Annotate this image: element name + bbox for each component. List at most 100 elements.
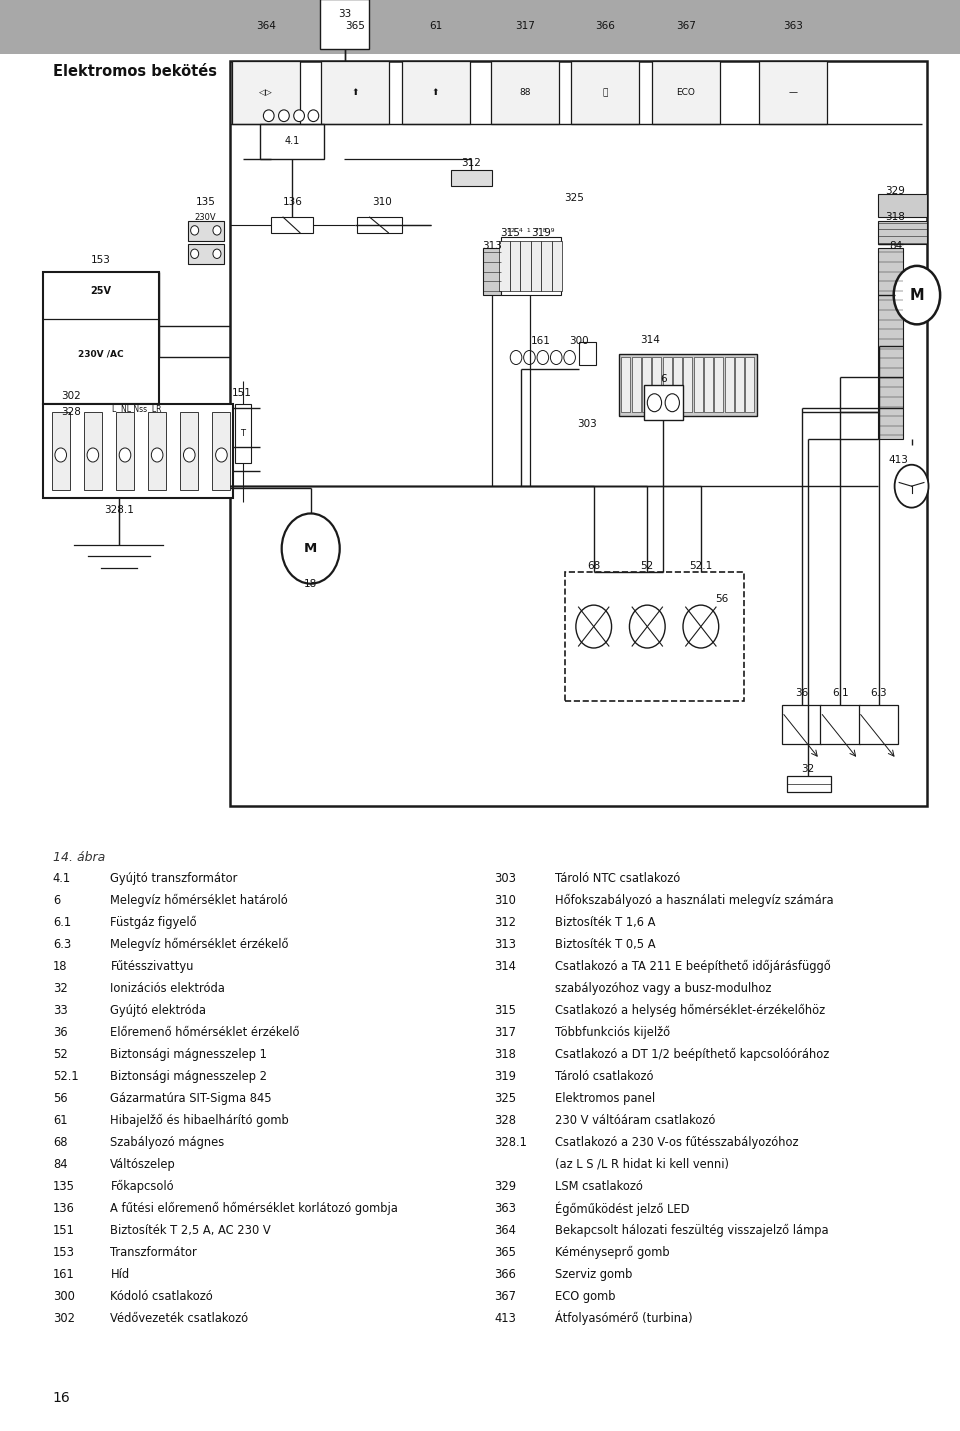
Bar bbox=[877, 193, 926, 218]
Text: Ionizációs elektróda: Ionizációs elektróda bbox=[110, 982, 226, 995]
Bar bbox=[188, 220, 224, 240]
Text: 230 V váltóáram csatlakozó: 230 V váltóáram csatlakozó bbox=[555, 1113, 715, 1128]
Ellipse shape bbox=[278, 110, 289, 122]
Text: 364: 364 bbox=[256, 21, 276, 31]
Bar bbox=[148, 412, 166, 489]
Text: Főkapcsoló: Főkapcsoló bbox=[110, 1179, 174, 1193]
Ellipse shape bbox=[294, 110, 304, 122]
Text: Elektromos panel: Elektromos panel bbox=[555, 1092, 655, 1105]
Text: 84: 84 bbox=[889, 240, 902, 250]
Text: 329: 329 bbox=[885, 186, 905, 196]
Text: Csatlakozó a TA 211 E beépíthető időjárásfüggő: Csatlakozó a TA 211 E beépíthető időjárá… bbox=[555, 960, 830, 973]
Text: 61: 61 bbox=[429, 21, 443, 31]
Ellipse shape bbox=[308, 110, 319, 122]
Text: 363: 363 bbox=[494, 1202, 516, 1215]
Text: ECO gomb: ECO gomb bbox=[555, 1289, 615, 1302]
Text: 364: 364 bbox=[494, 1224, 516, 1236]
Text: 318: 318 bbox=[494, 1047, 516, 1060]
Ellipse shape bbox=[523, 351, 536, 365]
Ellipse shape bbox=[152, 448, 163, 462]
Text: Elektromos bekötés: Elektromos bekötés bbox=[53, 64, 217, 79]
Bar bbox=[859, 704, 899, 744]
Text: 329: 329 bbox=[494, 1179, 516, 1193]
Text: Füstgáz figyelő: Füstgáz figyelő bbox=[110, 916, 197, 929]
Bar bbox=[579, 342, 596, 365]
Text: 310: 310 bbox=[494, 894, 516, 907]
Text: ⬆: ⬆ bbox=[432, 87, 440, 97]
Text: 328: 328 bbox=[60, 406, 81, 416]
Text: ⬆: ⬆ bbox=[351, 87, 359, 97]
Text: 413: 413 bbox=[494, 1312, 516, 1325]
Ellipse shape bbox=[647, 394, 661, 412]
Bar bbox=[499, 240, 510, 292]
Text: 317: 317 bbox=[515, 21, 535, 31]
Text: 318: 318 bbox=[885, 212, 905, 222]
Bar bbox=[652, 62, 720, 123]
Text: 6: 6 bbox=[53, 894, 60, 907]
Text: Többfunkciós kijelžő: Többfunkciós kijelžő bbox=[555, 1026, 670, 1039]
Text: 136: 136 bbox=[283, 196, 302, 206]
Text: 161: 161 bbox=[53, 1268, 75, 1281]
Text: 313: 313 bbox=[494, 939, 516, 952]
Text: —: — bbox=[788, 87, 798, 97]
Bar bbox=[786, 776, 831, 791]
Text: 151: 151 bbox=[53, 1224, 75, 1236]
Bar bbox=[188, 245, 224, 263]
Bar bbox=[232, 62, 300, 123]
Ellipse shape bbox=[895, 465, 928, 508]
Text: 68: 68 bbox=[53, 1136, 67, 1149]
Text: 151: 151 bbox=[232, 388, 252, 398]
Ellipse shape bbox=[564, 351, 575, 365]
Text: 52.1: 52.1 bbox=[53, 1070, 79, 1083]
Ellipse shape bbox=[55, 448, 66, 462]
Bar bbox=[43, 272, 159, 405]
Text: Kódoló csatlakozó: Kódoló csatlakozó bbox=[110, 1289, 213, 1302]
Text: Hibajelžő és hibaelhárító gomb: Hibajelžő és hibaelhárító gomb bbox=[110, 1113, 289, 1128]
Ellipse shape bbox=[119, 448, 131, 462]
Text: M: M bbox=[910, 288, 924, 302]
Bar bbox=[662, 358, 672, 412]
Bar bbox=[714, 358, 724, 412]
Text: 6.1: 6.1 bbox=[831, 688, 849, 698]
Bar bbox=[510, 240, 520, 292]
Ellipse shape bbox=[87, 448, 99, 462]
Bar bbox=[451, 170, 492, 186]
Ellipse shape bbox=[683, 605, 719, 648]
Text: Szerviz gomb: Szerviz gomb bbox=[555, 1268, 633, 1281]
Bar bbox=[735, 358, 744, 412]
Bar bbox=[541, 240, 552, 292]
Text: Csatlakozó a 230 V-os fűtésszabályozóhoz: Csatlakozó a 230 V-os fűtésszabályozóhoz bbox=[555, 1136, 799, 1149]
Text: 25V: 25V bbox=[90, 286, 111, 296]
Text: 302: 302 bbox=[60, 392, 81, 402]
Text: 88: 88 bbox=[519, 87, 531, 97]
Text: 52.1: 52.1 bbox=[689, 561, 712, 571]
Text: ◁▷: ◁▷ bbox=[259, 87, 273, 97]
Ellipse shape bbox=[576, 605, 612, 648]
Bar bbox=[552, 240, 563, 292]
Text: (az L S /L R hidat ki kell venni): (az L S /L R hidat ki kell venni) bbox=[555, 1158, 729, 1171]
Text: 312: 312 bbox=[462, 157, 481, 167]
Bar bbox=[483, 249, 501, 295]
Text: 32: 32 bbox=[802, 764, 815, 774]
Text: 84: 84 bbox=[53, 1158, 67, 1171]
Text: 6: 6 bbox=[660, 373, 666, 384]
Text: 319: 319 bbox=[494, 1070, 516, 1083]
Bar bbox=[230, 62, 926, 806]
Bar bbox=[235, 405, 251, 462]
Ellipse shape bbox=[213, 249, 221, 259]
Bar bbox=[618, 353, 757, 416]
Text: 363: 363 bbox=[782, 21, 803, 31]
Ellipse shape bbox=[183, 448, 195, 462]
Ellipse shape bbox=[216, 448, 228, 462]
Text: Bekapcsolt hálozati feszültég visszajelző lámpa: Bekapcsolt hálozati feszültég visszajelz… bbox=[555, 1224, 828, 1236]
Text: 303: 303 bbox=[578, 419, 597, 429]
Text: 319: 319 bbox=[531, 228, 551, 238]
Text: Gázarmatúra SIT-Sigma 845: Gázarmatúra SIT-Sigma 845 bbox=[110, 1092, 272, 1105]
Text: 366: 366 bbox=[494, 1268, 516, 1281]
Text: Biztosíték T 2,5 A, AC 230 V: Biztosíték T 2,5 A, AC 230 V bbox=[110, 1224, 271, 1236]
Ellipse shape bbox=[894, 266, 940, 325]
Text: 230V: 230V bbox=[195, 213, 216, 222]
Bar bbox=[782, 704, 822, 744]
Bar bbox=[84, 412, 102, 489]
Text: 18: 18 bbox=[304, 578, 318, 588]
